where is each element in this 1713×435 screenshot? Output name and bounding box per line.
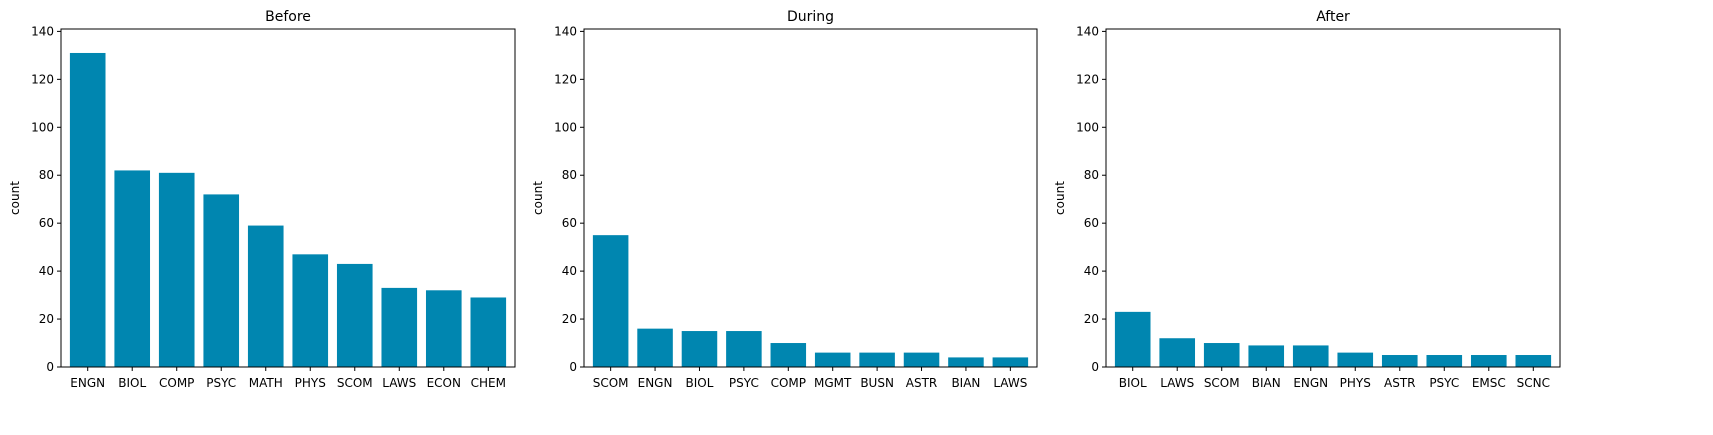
y-tick-label: 120 [1076,72,1099,86]
bar-engn [1292,345,1329,367]
y-tick-label: 60 [39,216,54,230]
x-tick-label: COMP [771,376,806,390]
chart-title: Before [265,9,311,25]
bar-laws [992,357,1029,367]
x-tick-label: PSYC [1429,376,1459,390]
x-tick-label: BIOL [118,376,146,390]
bar-laws [381,287,418,367]
x-tick-label: PSYC [729,376,759,390]
bar-psyc [203,194,240,367]
chart-panel-before: 0 20 40 60 80 100 120 140 ENGN BIOL COMP PSYC MATH PH… [8,9,516,390]
bar-emsc [1470,355,1507,367]
chart-panel-during: 0 20 40 60 80 100 120 140 SCOM ENGN BIOL PSYC COMP MG… [531,9,1038,390]
x-tick-label: SCOM [593,376,629,390]
bar-busn [859,352,895,367]
bar-chem [470,297,507,367]
bar-econ [425,290,462,367]
bar-phys [292,254,329,367]
y-tick-label: 20 [1084,312,1099,326]
bar-biol [114,170,151,367]
bar-astr [903,352,940,367]
y-tick-label: 0 [46,360,54,374]
x-tick-label: ASTR [906,376,938,390]
bar-math [247,225,284,367]
y-tick-label: 40 [1084,264,1099,278]
y-tick-label: 60 [1084,216,1099,230]
x-tick-label: ENGN [638,376,673,390]
x-tick-label: BIAN [1252,376,1281,390]
y-axis-label: count [531,181,545,215]
y-tick-label: 140 [31,24,54,38]
x-tick-label: SCOM [1204,376,1240,390]
bar-biol [681,331,718,367]
x-tick-label: LAWS [1160,376,1194,390]
y-tick-label: 40 [39,264,54,278]
x-tick-label: PHYS [295,376,326,390]
bar-engn [69,52,106,368]
y-tick-label: 0 [569,360,577,374]
y-tick-label: 40 [562,264,577,278]
y-tick-label: 100 [554,120,577,134]
y-axis-label: count [8,181,22,215]
chart-title: During [787,9,834,25]
y-tick-label: 80 [1084,168,1099,182]
y-tick-label: 60 [562,216,577,230]
bar-biol [1114,311,1151,367]
bar-mgmt [814,352,851,367]
y-tick-label: 120 [31,72,54,86]
y-tick-label: 20 [39,312,54,326]
bar-scom [592,235,629,367]
y-tick-label: 0 [1091,360,1099,374]
x-tick-label: COMP [159,376,194,390]
bar-scom [1203,343,1240,367]
y-tick-label: 120 [554,72,577,86]
x-tick-label: ECON [427,376,461,390]
bar-astr [1381,355,1418,367]
chart-panel-after: 0 20 40 60 80 100 120 140 BIOL LAWS SCOM BIAN ENGN PH… [1053,9,1561,390]
x-tick-label: PSYC [206,376,236,390]
y-tick-label: 140 [1076,24,1099,38]
bar-laws [1159,338,1196,367]
bar-scnc [1515,355,1552,367]
y-tick-label: 20 [562,312,577,326]
x-tick-label: ASTR [1384,376,1416,390]
y-tick-label: 140 [554,24,577,38]
x-tick-label: MATH [249,376,283,390]
y-tick-label: 80 [39,168,54,182]
x-tick-label: SCOM [337,376,373,390]
bar-comp [158,172,195,367]
y-tick-label: 100 [1076,120,1099,134]
x-tick-label: BUSN [860,376,894,390]
x-tick-label: LAWS [382,376,416,390]
x-tick-label: BIOL [1119,376,1147,390]
x-tick-label: ENGN [70,376,105,390]
bar-bian [948,357,984,367]
y-tick-label: 100 [31,120,54,134]
chart-title: After [1316,9,1350,25]
axes-frame [1105,28,1561,368]
axes-frame [60,28,516,368]
x-tick-label: BIAN [951,376,980,390]
x-tick-label: EMSC [1472,376,1506,390]
bar-psyc [1426,355,1463,367]
bar-engn [637,328,673,367]
bar-scom [336,263,373,367]
x-tick-label: ENGN [1293,376,1328,390]
x-tick-label: BIOL [686,376,714,390]
axes-frame [583,28,1038,368]
x-tick-label: PHYS [1340,376,1371,390]
y-axis-label: count [1053,181,1067,215]
bar-comp [770,343,807,367]
x-tick-label: MGMT [814,376,852,390]
bar-bian [1248,345,1285,367]
x-tick-label: LAWS [993,376,1027,390]
y-tick-label: 80 [562,168,577,182]
x-tick-label: CHEM [471,376,506,390]
bar-phys [1337,352,1374,367]
x-tick-label: SCNC [1517,376,1550,390]
bar-psyc [726,331,762,367]
